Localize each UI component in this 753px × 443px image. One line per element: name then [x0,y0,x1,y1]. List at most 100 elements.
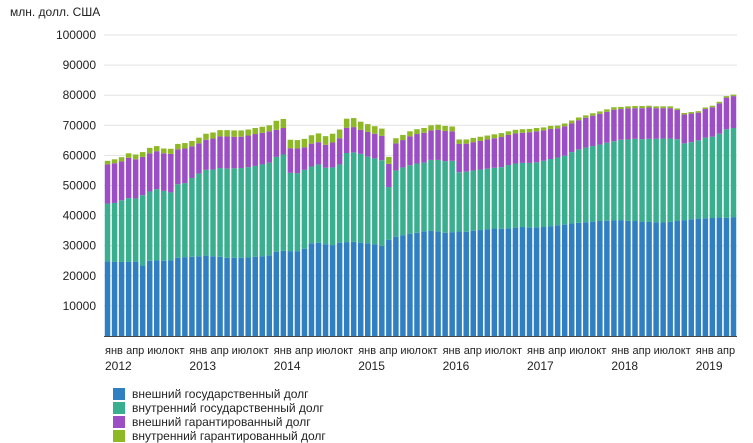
bar-segment [245,167,251,258]
x-tick-label: янв [358,345,376,357]
bar-segment [203,255,209,336]
bar-segment [533,227,540,336]
bar-segment [611,107,617,110]
bar-segment [547,226,554,336]
legend-swatch-icon [113,402,125,414]
bar-segment [168,153,174,193]
bar-segment [365,124,371,132]
bar-segment [421,128,427,133]
bar-segment [590,113,596,116]
bar-segment [182,143,188,149]
bar-segment [238,136,244,169]
bar-segment [547,125,554,129]
bar-segment [428,130,434,160]
bar-segment [196,256,202,336]
bar-segment [681,143,687,221]
bar-segment [597,144,603,222]
bar-segment [161,190,167,261]
bar-segment [231,130,237,137]
bar-segment [625,108,631,140]
bar-segment [660,108,666,139]
bar-segment [407,131,413,137]
bar-segment [259,164,265,257]
bar-segment [526,128,533,133]
bar-segment [428,159,434,231]
bar-segment [294,140,301,149]
x-year-label: 2015 [358,359,385,373]
bar-segment [407,136,413,166]
x-tick-label: окт [168,345,184,357]
bar-segment [350,241,357,336]
bar-segment [118,157,125,162]
bar-segment [287,139,294,149]
bar-segment [597,111,603,114]
bar-segment [590,115,596,147]
x-tick-label: апр [717,345,735,357]
bar-segment [660,138,666,223]
bar-segment [393,138,399,144]
bar-segment [554,128,561,158]
bar-segment [470,230,476,336]
bar-segment [442,131,448,162]
bar-segment [139,195,146,266]
legend-item[interactable]: внешний гарантированный долг [113,415,326,429]
legend-item[interactable]: внутренний гарантированный долг [113,429,326,443]
bar-segment [618,109,624,140]
y-tick-label: 30000 [63,239,97,253]
bar-segment [449,126,455,132]
bar-segment [540,127,547,131]
legend-item[interactable]: внутренний государственный долг [113,401,326,415]
bar-segment [287,251,294,336]
bar-segment [118,161,125,201]
bar-segment [561,123,568,127]
bar-segment [146,191,153,261]
bar-segment [259,256,265,336]
bar-segment [189,256,195,336]
bar-segment [175,257,181,336]
y-tick-label: 60000 [63,148,97,162]
bar-segment [695,112,702,141]
bar-segment [393,143,399,171]
bar-segment [667,221,673,336]
bar-segment [618,106,624,110]
bar-segment [604,109,610,112]
x-tick-label: окт [422,345,438,357]
bar-segment [210,138,216,170]
bar-segment [217,168,223,257]
bar-segment [350,127,357,153]
bar-segment [576,149,582,223]
legend-label: внешний государственный долг [132,387,309,401]
bar-segment [428,125,434,131]
bar-segment [547,128,554,160]
bar-segment [512,133,519,164]
bar-segment [576,120,582,150]
bar-segment [189,140,195,147]
bar-segment [245,129,251,136]
bar-segment [470,170,476,231]
bar-segment [372,158,378,245]
bar-segment [611,141,617,221]
bar-segment [132,261,139,336]
y-tick-label: 40000 [63,209,97,223]
bar-segment [540,227,547,336]
legend-item[interactable]: внешний государственный долг [113,387,326,401]
bar-segment [350,152,357,242]
bar-segment [590,146,596,222]
bar-segment [161,153,167,191]
bar-segment [280,128,287,155]
bar-segment [372,244,378,336]
bar-segment [379,135,385,161]
bar-segment [118,200,125,262]
bar-segment [681,112,687,115]
bar-segment [618,139,624,221]
bar-segment [498,167,505,229]
bar-segment [484,168,491,230]
bar-segment [533,131,540,163]
bar-segment [104,261,111,336]
bar-segment [730,128,737,218]
bar-segment [280,118,287,129]
bar-segment [287,148,294,173]
bar-segment [484,229,491,336]
bar-segment [343,127,350,153]
bar-segment [357,129,364,154]
